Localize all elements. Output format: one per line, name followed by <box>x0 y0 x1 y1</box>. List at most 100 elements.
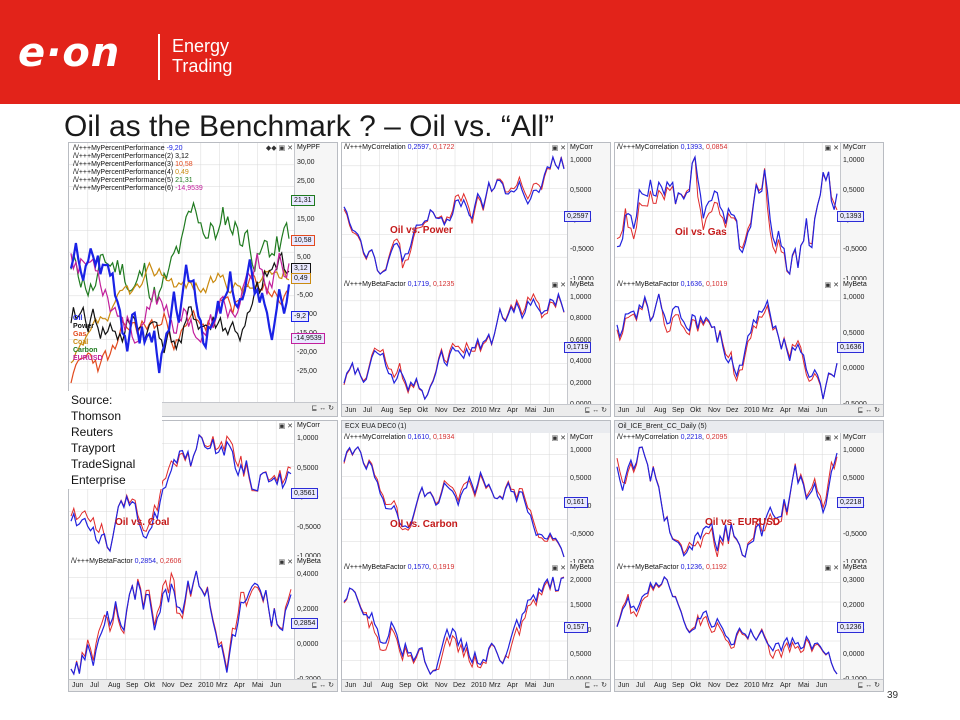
month-label: Jun <box>345 407 357 414</box>
comparison-label: Oil vs. Gas <box>675 227 727 238</box>
series-group <box>616 575 838 675</box>
axis-tick-label: -25,00 <box>297 368 317 375</box>
indicator-value-2: 0,1235 <box>432 281 455 288</box>
legend-entry-carbon: Carbon <box>73 347 98 354</box>
axis-tick-label: 0,5000 <box>570 186 592 194</box>
axis-name: MyBeta <box>843 281 867 288</box>
month-label: 2010 <box>471 407 487 414</box>
performance-header-row: /\/+++MyPercentPerformance(3) 10,58 <box>73 161 203 169</box>
series-plot[interactable] <box>342 143 568 280</box>
pane-window-buttons[interactable]: ▣ ✕ <box>551 565 566 572</box>
month-label: Jun <box>618 682 630 689</box>
chart-pane: /\/+++MyBetaFactor 0,1719, 0,1235 ▣ ✕ MyBe… <box>342 280 610 416</box>
grid-lines <box>342 563 568 680</box>
indicator-name: /\/+++MyCorrelation <box>617 434 679 441</box>
pane-window-buttons[interactable]: ▣ ✕ <box>278 559 293 566</box>
month-label: Dez <box>453 682 466 689</box>
pane-window-buttons[interactable]: ▣ ✕ <box>278 423 293 430</box>
pane-window-buttons[interactable]: ▣ ✕ <box>824 282 839 289</box>
performance-panel: /\/+++MyPercentPerformance -9,20/\/+++My… <box>68 142 338 417</box>
series-plot[interactable] <box>342 563 568 680</box>
month-label: Mrz <box>216 682 228 689</box>
axis-tick-label: -20,00 <box>297 349 317 356</box>
series-plot[interactable] <box>69 557 295 680</box>
value-axis[interactable]: MyBeta1,00000,80000,60000,40000,20000,00… <box>564 280 610 408</box>
month-label: Dez <box>453 407 466 414</box>
grid-lines <box>615 563 841 680</box>
scroll-buttons[interactable]: ⊑ ↔ ↻ <box>857 407 880 414</box>
chart-pane: /\/+++MyCorrelation 0,2218, 0,2095 ▣ ✕ MyC… <box>615 433 883 566</box>
value-axis[interactable]: MyCorr1,00000,50000,0000-0,5000-1,00000,… <box>837 143 883 283</box>
value-axis[interactable]: MyBeta2,00001,50001,00000,50000,00000,15… <box>564 563 610 683</box>
series-plot[interactable] <box>615 563 841 680</box>
comparison-panel-3: ▣ ✕ MyCorr 1,0000 0,5000 0,0000 -0,5000 -1,000… <box>68 420 338 692</box>
pane-window-buttons[interactable]: ◆◆ ▣ ✕ <box>265 145 293 152</box>
pane-window-buttons[interactable]: ▣ ✕ <box>824 565 839 572</box>
series-line-red <box>343 155 565 275</box>
time-axis[interactable]: Jun Jul Aug Sep Okt Nov Dez 2010 Mrz Apr Mai Jun ⊑ ↔… <box>342 404 610 416</box>
value-axis[interactable]: MyCorr1,00000,50000,0000-0,5000-1,00000,… <box>564 143 610 283</box>
comparison-label: Oil vs. Carbon <box>390 519 458 530</box>
scroll-buttons[interactable]: ⊑ ↔ ↻ <box>584 682 607 689</box>
indicator-value: 10,58 <box>175 161 193 168</box>
indicator-value-2: 0,2606 <box>159 558 182 565</box>
pane-window-buttons[interactable]: ▣ ✕ <box>551 145 566 152</box>
pane-window-buttons[interactable]: ▣ ✕ <box>551 435 566 442</box>
time-axis[interactable]: Jun Jul Aug Sep Okt Nov Dez 2010 Mrz Apr Mai Jun ⊑ ↔… <box>342 679 610 691</box>
month-label: Dez <box>726 682 739 689</box>
pane-window-buttons[interactable]: ▣ ✕ <box>824 145 839 152</box>
scroll-buttons[interactable]: ⊑ ↔ ↻ <box>311 682 334 689</box>
month-label: Jun <box>816 682 828 689</box>
legend-entry-gas: Gas <box>73 331 87 338</box>
series-plot[interactable] <box>342 280 568 405</box>
value-axis[interactable]: MyCorr1,00000,50000,0000-0,5000-1,00000,… <box>564 433 610 566</box>
comparison-panel-5: Oil_ICE_Brent_CC_Daily (5) /\/+++MyCorrel… <box>614 420 884 692</box>
month-label: Sep <box>399 407 412 414</box>
month-label: Aug <box>108 682 121 689</box>
performance-plot[interactable] <box>69 143 295 405</box>
month-label: Okt <box>690 682 701 689</box>
series-line-power <box>70 251 290 354</box>
value-axis[interactable]: MyBeta0,30000,20000,10000,0000-0,10000,1… <box>837 563 883 683</box>
series-group <box>616 293 838 400</box>
time-axis[interactable]: Jun Jul Aug Sep Okt Nov Dez 2010 Mrz Apr Mai Jun ⊑ ↔… <box>615 404 883 416</box>
month-label: Aug <box>381 407 394 414</box>
time-axis[interactable]: Jun Jul Aug Sep Okt Nov Dez 2010 Mrz Apr Mai Jun ⊑ ↔… <box>615 679 883 691</box>
pane-window-buttons[interactable]: ▣ ✕ <box>551 282 566 289</box>
pane-window-buttons[interactable]: ▣ ✕ <box>824 435 839 442</box>
pane-header: /\/+++MyCorrelation 0,1393, 0,0854 <box>617 144 728 151</box>
value-axis[interactable]: MyCorr1,00000,50000,0000-0,5000-1,00000,… <box>837 433 883 566</box>
window-title: Oil_ICE_Brent_CC_Daily (5) <box>618 423 707 430</box>
series-plot[interactable] <box>342 433 568 563</box>
indicator-value-1: 0,2218 <box>680 434 703 441</box>
scroll-buttons[interactable]: ⊑ ↔ ↻ <box>311 405 334 412</box>
scroll-buttons[interactable]: ⊑ ↔ ↻ <box>584 407 607 414</box>
current-value-box: 0,157 <box>564 621 588 633</box>
axis-tick-label: 0,5000 <box>570 475 592 482</box>
scroll-buttons[interactable]: ⊑ ↔ ↻ <box>857 682 880 689</box>
indicator-value-2: 0,2095 <box>705 434 728 441</box>
axis-name: MyCorr <box>570 434 593 441</box>
series-line-blue <box>616 446 838 559</box>
current-value-box: 0,2218 <box>837 497 865 509</box>
indicator-value-2: 0,1722 <box>432 144 455 151</box>
series-line-carbon <box>70 200 290 304</box>
series-plot[interactable] <box>615 433 841 563</box>
series-group <box>616 446 838 559</box>
axis-tick-label: -0,5000 <box>297 523 321 531</box>
series-plot[interactable] <box>615 143 841 280</box>
value-axis[interactable]: MyPPF30,0025,0020,0015,0010,005,000,00-5… <box>291 143 337 403</box>
month-label: Nov <box>708 407 721 414</box>
value-axis[interactable]: MyCorr1,00000,50000,0000-0,5000-1,00000,… <box>291 421 337 560</box>
pane-header: /\/+++MyCorrelation 0,2597, 0,1722 <box>344 144 455 151</box>
series-plot[interactable] <box>615 280 841 405</box>
time-axis[interactable]: Jun Jul Aug Sep Okt Nov Dez 2010 Mrz Apr Mai Jun ⊑ ↔… <box>69 679 337 691</box>
axis-tick-label: 0,5000 <box>570 651 592 659</box>
axis-tick-label: 1,0000 <box>570 294 592 301</box>
series-group <box>343 154 565 275</box>
series-line-blue <box>70 433 292 553</box>
axis-tick-label: 1,0000 <box>570 157 592 164</box>
month-label: Okt <box>417 407 428 414</box>
